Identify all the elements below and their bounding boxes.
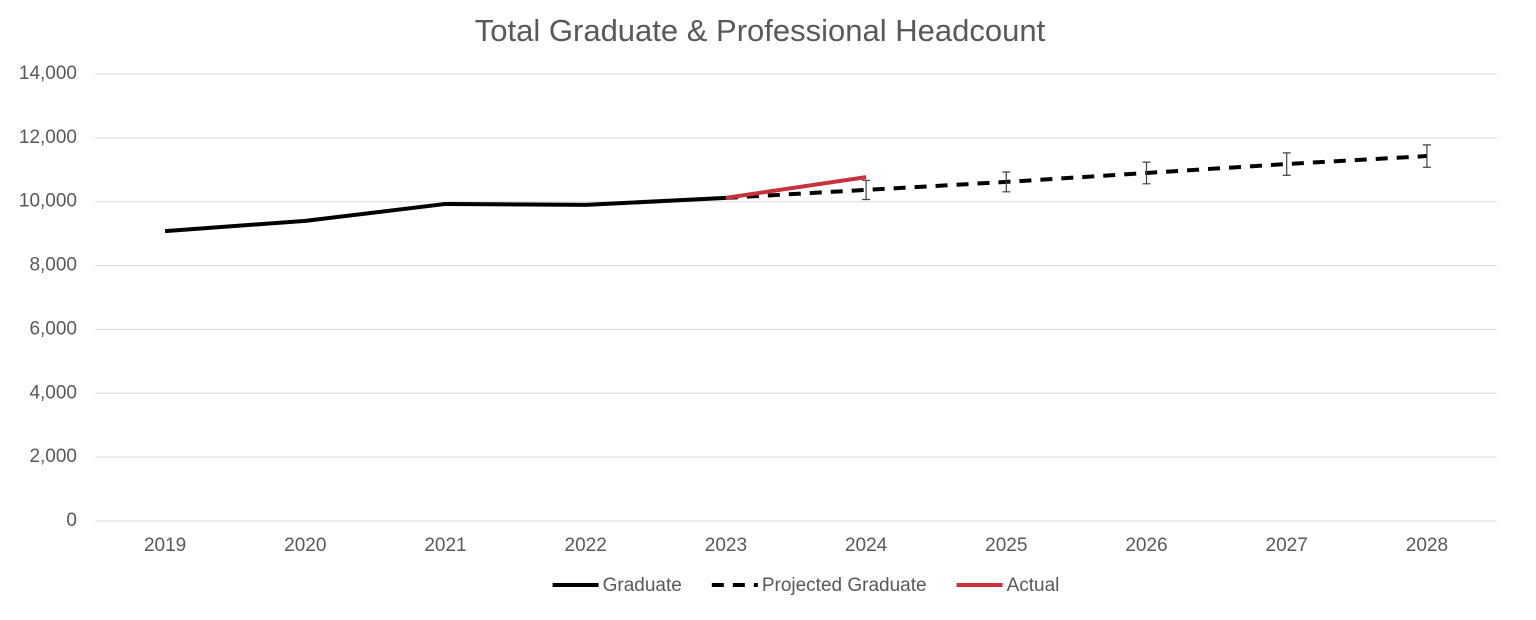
series-line	[725, 154, 1428, 200]
x-tick-label: 2020	[284, 535, 326, 556]
series-line	[725, 175, 867, 200]
x-tick-label: 2023	[705, 535, 747, 556]
x-tick-label: 2027	[1266, 535, 1308, 556]
x-tick-label: 2025	[985, 535, 1027, 556]
x-tick-label: 2026	[1125, 535, 1167, 556]
chart-title: Total Graduate & Professional Headcount	[475, 13, 1046, 48]
x-tick-label: 2019	[144, 535, 186, 556]
x-tick-label: 2024	[845, 535, 888, 556]
x-tick-label: 2021	[424, 535, 466, 556]
y-tick-label: 14,000	[19, 63, 77, 84]
error-bar	[1422, 144, 1431, 168]
error-bar	[1002, 171, 1011, 193]
legend-label: Actual	[1007, 575, 1060, 596]
legend-label: Graduate	[603, 575, 682, 596]
y-tick-label: 12,000	[19, 127, 77, 148]
error-bar	[1282, 152, 1291, 176]
x-tick-label: 2022	[565, 535, 607, 556]
series-line	[164, 195, 727, 234]
y-tick-label: 6,000	[29, 318, 77, 339]
x-tick-label: 2028	[1406, 535, 1448, 556]
error-bar	[862, 179, 871, 201]
y-tick-label: 2,000	[29, 446, 77, 467]
y-tick-label: 10,000	[19, 191, 77, 212]
y-tick-label: 4,000	[29, 382, 77, 403]
error-bar	[1142, 161, 1151, 185]
legend-label: Projected Graduate	[762, 575, 927, 596]
y-tick-label: 8,000	[29, 255, 77, 276]
y-tick-label: 0	[66, 510, 77, 531]
